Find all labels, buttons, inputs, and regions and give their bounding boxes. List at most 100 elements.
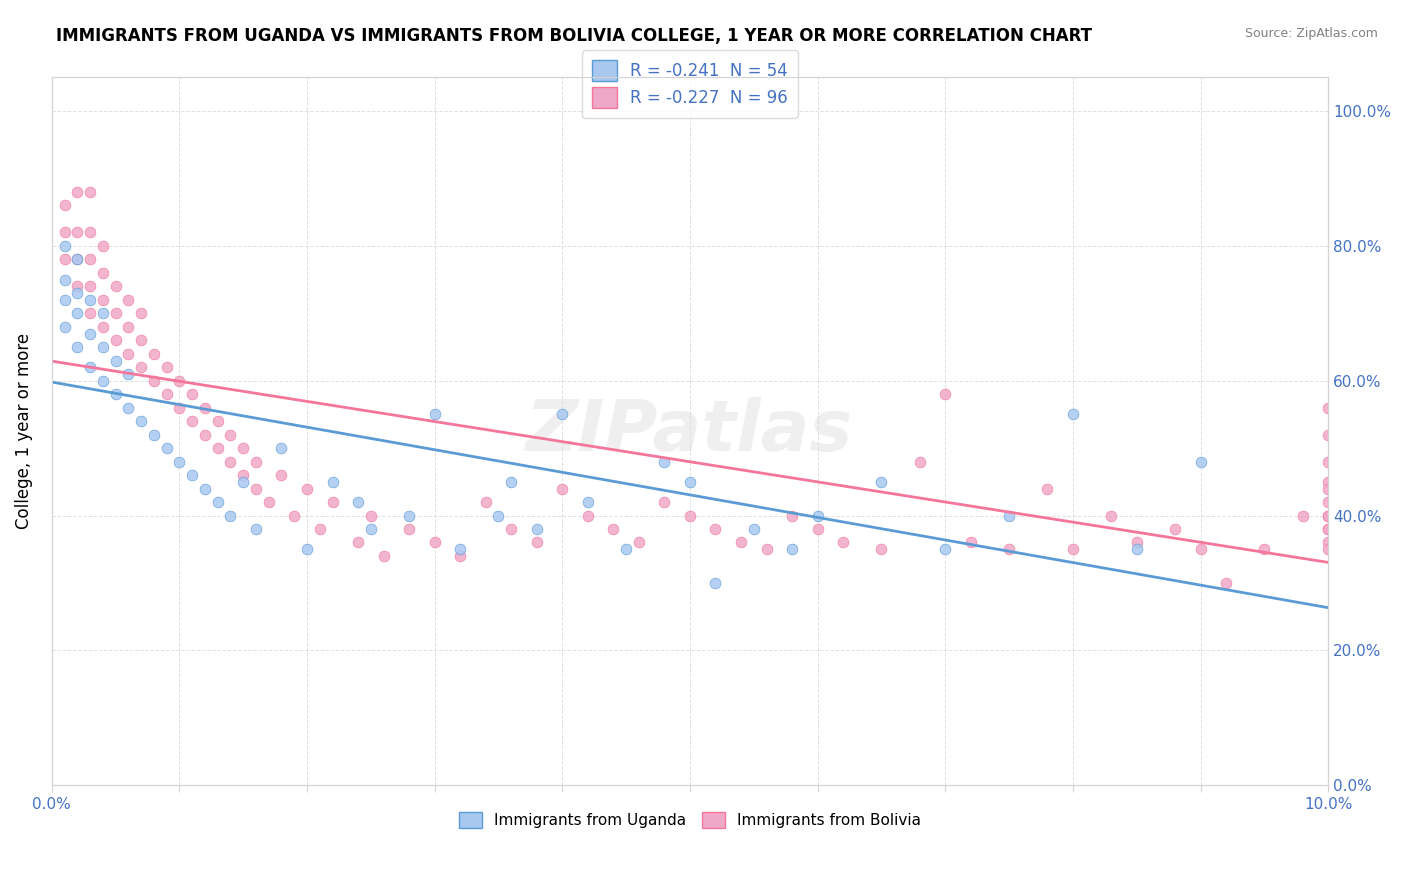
Point (423, 408, 446, 422)
Point (283, 508, 305, 523)
Point (373, 549, 395, 563)
Point (1125, 535, 1147, 549)
Point (66, 252, 89, 267)
Point (1291, 508, 1313, 523)
Point (169, 401, 191, 415)
Point (142, 427, 165, 442)
Point (91, 293, 114, 307)
Point (245, 522, 267, 536)
Point (730, 535, 752, 549)
Point (704, 522, 727, 536)
Point (959, 535, 981, 549)
Point (66, 340, 89, 354)
Point (245, 482, 267, 496)
Point (1125, 542, 1147, 557)
Point (474, 495, 496, 509)
Point (870, 475, 893, 489)
Point (53, 226, 76, 240)
Point (308, 522, 330, 536)
Point (66, 185, 89, 199)
Point (806, 522, 828, 536)
Point (1317, 522, 1340, 536)
Point (53, 272, 76, 286)
Point (117, 347, 139, 361)
Point (232, 475, 254, 489)
Point (169, 454, 191, 468)
Point (1253, 542, 1275, 557)
Point (104, 333, 127, 347)
Text: IMMIGRANTS FROM UGANDA VS IMMIGRANTS FROM BOLIVIA COLLEGE, 1 YEAR OR MORE CORREL: IMMIGRANTS FROM UGANDA VS IMMIGRANTS FRO… (56, 27, 1092, 45)
Point (91, 319, 114, 334)
Point (79, 226, 101, 240)
Point (704, 575, 727, 590)
Point (1036, 482, 1059, 496)
Point (104, 279, 127, 293)
Point (194, 427, 217, 442)
Point (104, 353, 127, 368)
Point (679, 475, 702, 489)
Point (79, 279, 101, 293)
Point (194, 482, 217, 496)
Point (79, 252, 101, 267)
Point (207, 414, 229, 428)
Point (257, 495, 280, 509)
Text: Source: ZipAtlas.com: Source: ZipAtlas.com (1244, 27, 1378, 40)
Point (602, 522, 624, 536)
Point (207, 495, 229, 509)
Point (1317, 535, 1340, 549)
Point (576, 495, 599, 509)
Point (780, 542, 803, 557)
Point (181, 387, 204, 401)
Point (1189, 542, 1212, 557)
Point (156, 360, 179, 375)
Point (870, 542, 893, 557)
Point (91, 239, 114, 253)
Point (1317, 475, 1340, 489)
Point (79, 185, 101, 199)
Point (142, 347, 165, 361)
Point (194, 401, 217, 415)
Point (232, 468, 254, 483)
Point (423, 535, 446, 549)
Point (129, 306, 152, 320)
Point (53, 198, 76, 212)
Point (1317, 542, 1340, 557)
Point (934, 387, 956, 401)
Point (576, 508, 599, 523)
Point (79, 360, 101, 375)
Y-axis label: College, 1 year or more: College, 1 year or more (15, 334, 32, 529)
Point (614, 542, 637, 557)
Point (449, 542, 471, 557)
Point (551, 482, 574, 496)
Point (91, 266, 114, 280)
Point (117, 367, 139, 381)
Point (66, 286, 89, 301)
Point (91, 340, 114, 354)
Point (66, 226, 89, 240)
Point (360, 508, 382, 523)
Point (998, 542, 1021, 557)
Point (142, 374, 165, 388)
Point (232, 441, 254, 455)
Point (322, 475, 344, 489)
Point (998, 508, 1021, 523)
Point (347, 495, 370, 509)
Point (270, 468, 292, 483)
Point (360, 522, 382, 536)
Point (1317, 508, 1340, 523)
Point (53, 293, 76, 307)
Point (806, 508, 828, 523)
Point (219, 454, 242, 468)
Point (66, 279, 89, 293)
Legend: Immigrants from Uganda, Immigrants from Bolivia: Immigrants from Uganda, Immigrants from … (453, 805, 927, 834)
Point (117, 319, 139, 334)
Point (129, 360, 152, 375)
Point (295, 542, 318, 557)
Point (934, 542, 956, 557)
Point (908, 454, 931, 468)
Point (156, 441, 179, 455)
Point (270, 441, 292, 455)
Point (53, 252, 76, 267)
Point (129, 414, 152, 428)
Point (181, 414, 204, 428)
